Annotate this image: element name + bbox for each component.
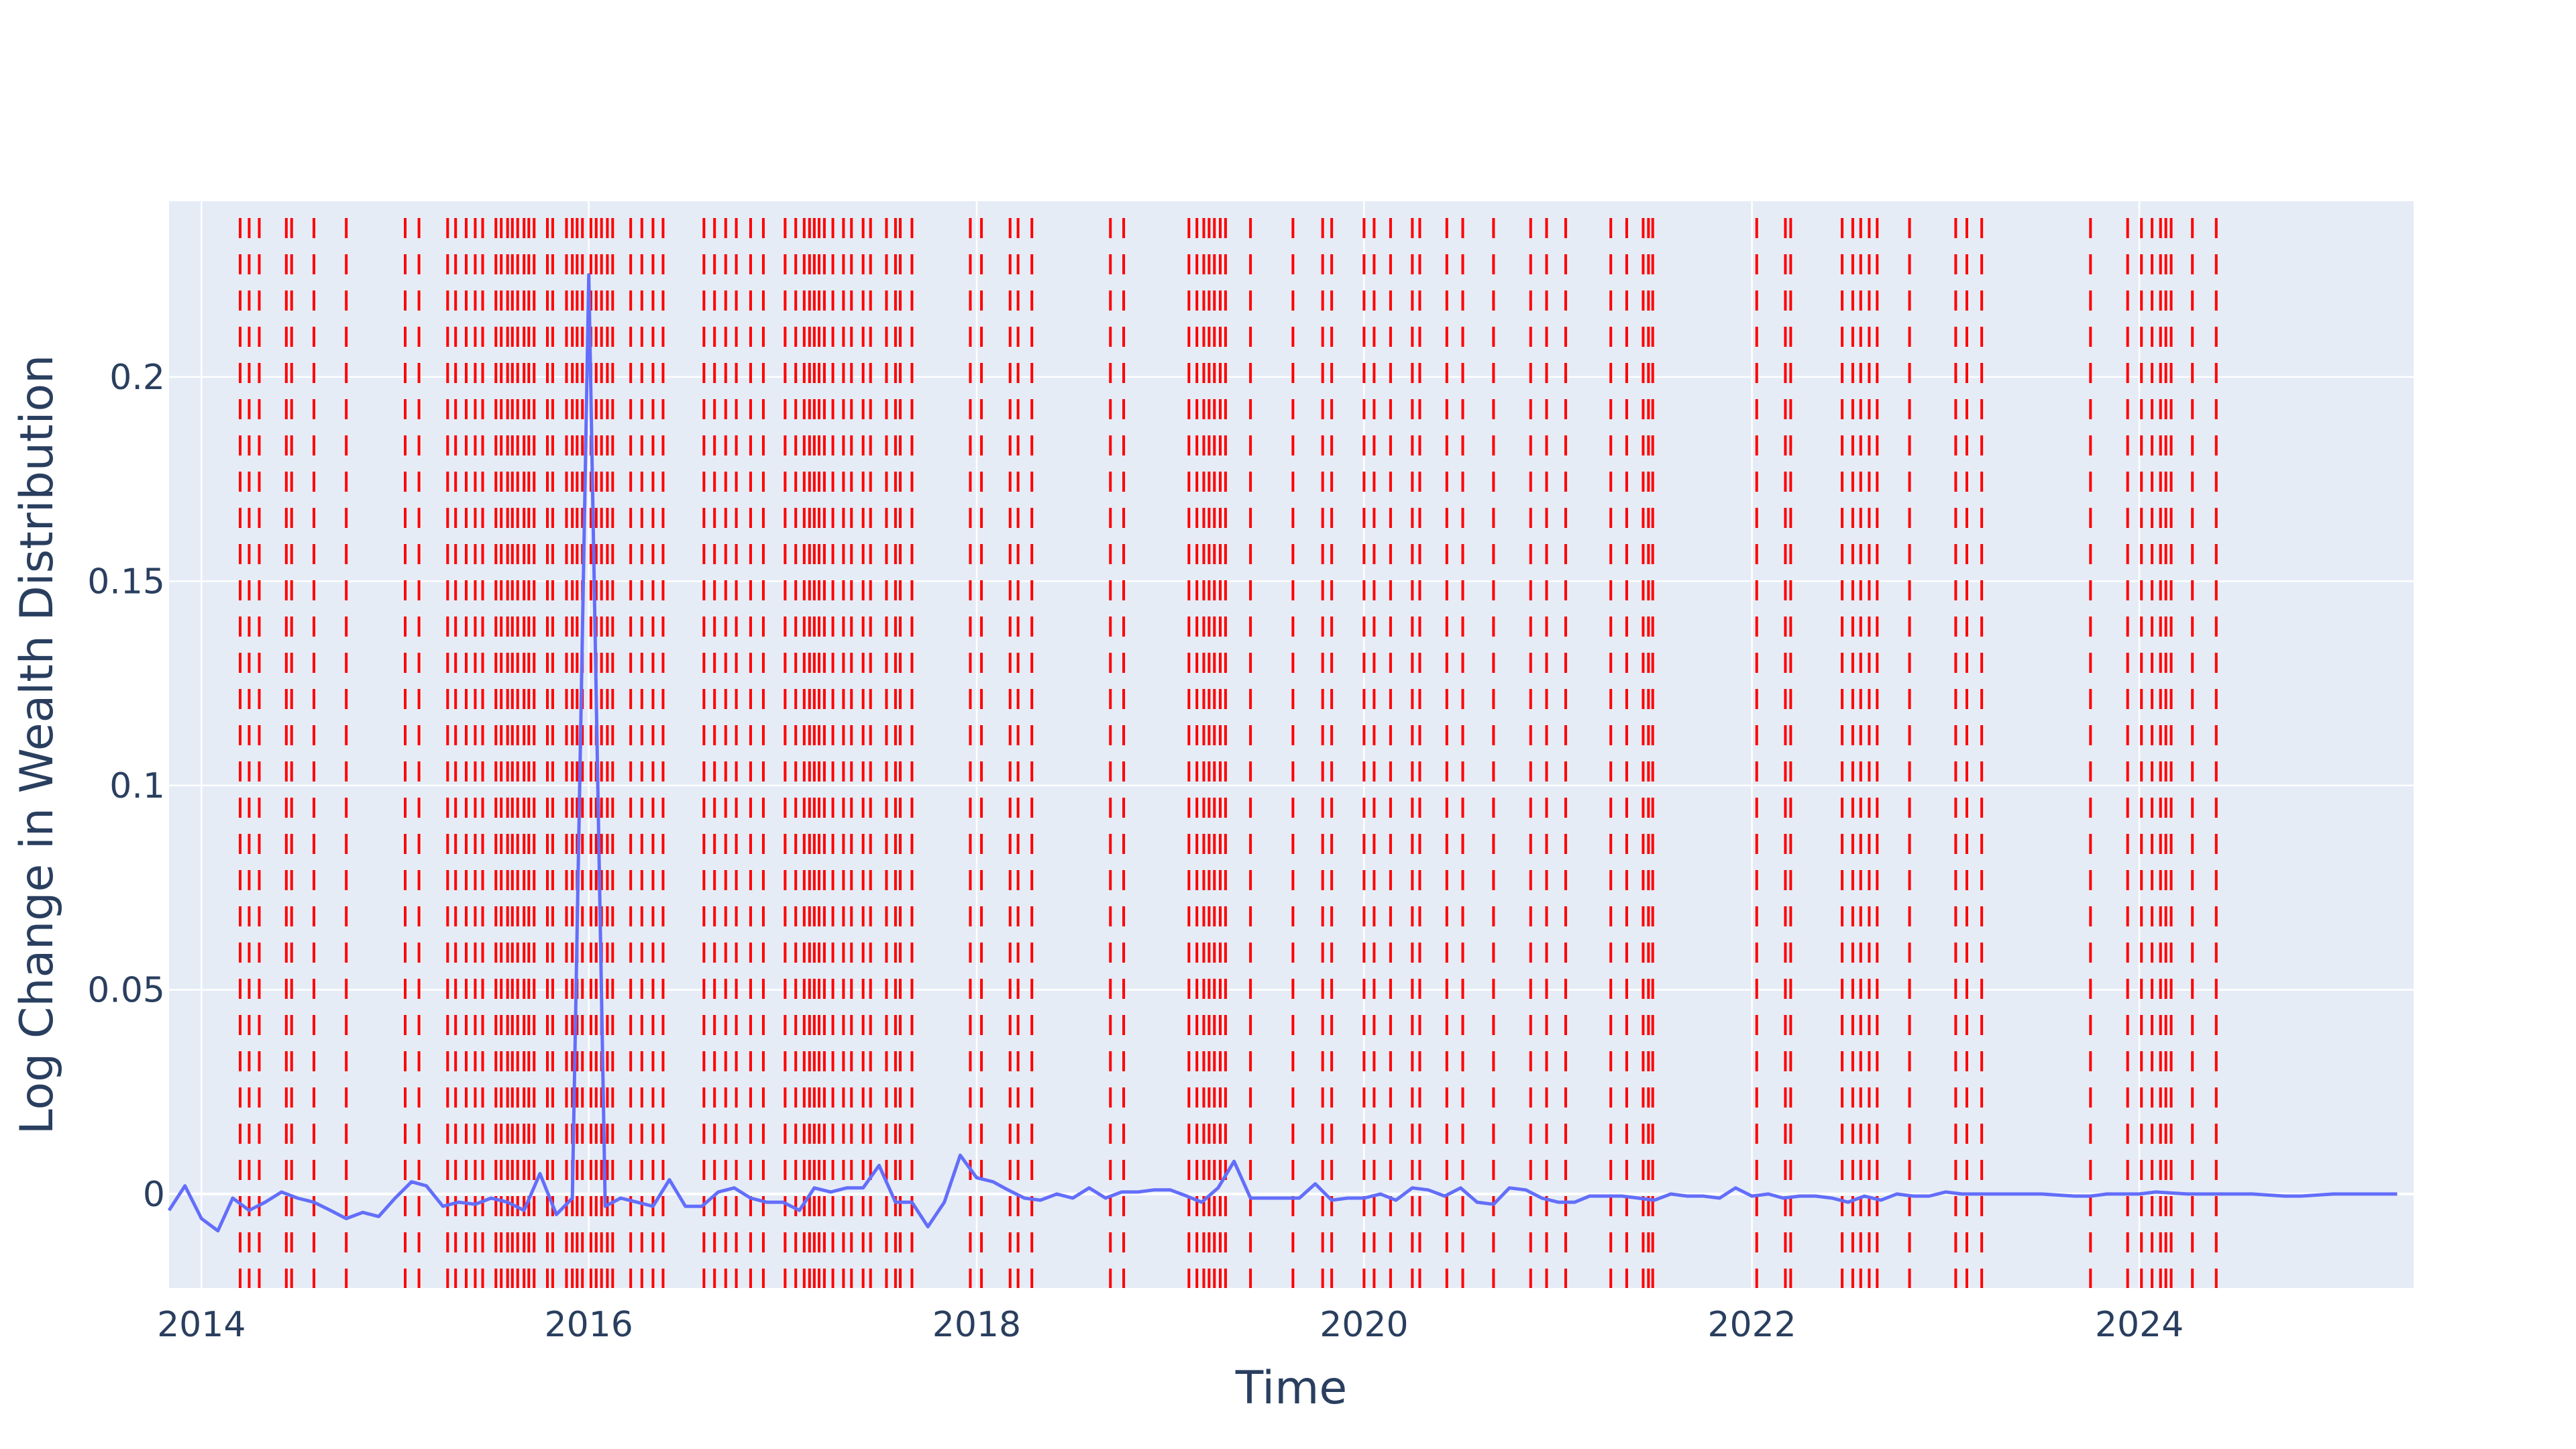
y-tick-label: 0.1 [109,766,165,806]
series-line [167,273,2398,1233]
x-tick-label: 2018 [932,1305,1021,1345]
x-tick-label: 2024 [2095,1305,2184,1345]
x-tick-label: 2020 [1320,1305,1408,1345]
x-tick-label: 2016 [545,1305,633,1345]
y-tick-label: 0 [143,1175,165,1215]
y-tick-label: 0.2 [109,358,165,398]
x-tick-label: 2014 [157,1305,246,1345]
plot-area [169,201,2414,1288]
y-tick-label: 0.15 [87,561,165,602]
y-axis-title: Log Change in Wealth Distribution [11,355,64,1134]
x-tick-labels: 2014 2016 2018 2020 2022 2024 [157,1305,2184,1345]
series-layer [167,273,2398,1233]
y-tick-labels: 0 0.05 0.1 0.15 0.2 [87,358,165,1215]
x-axis-title: Time [1235,1362,1347,1415]
y-tick-label: 0.05 [87,970,165,1010]
x-tick-label: 2022 [1707,1305,1796,1345]
